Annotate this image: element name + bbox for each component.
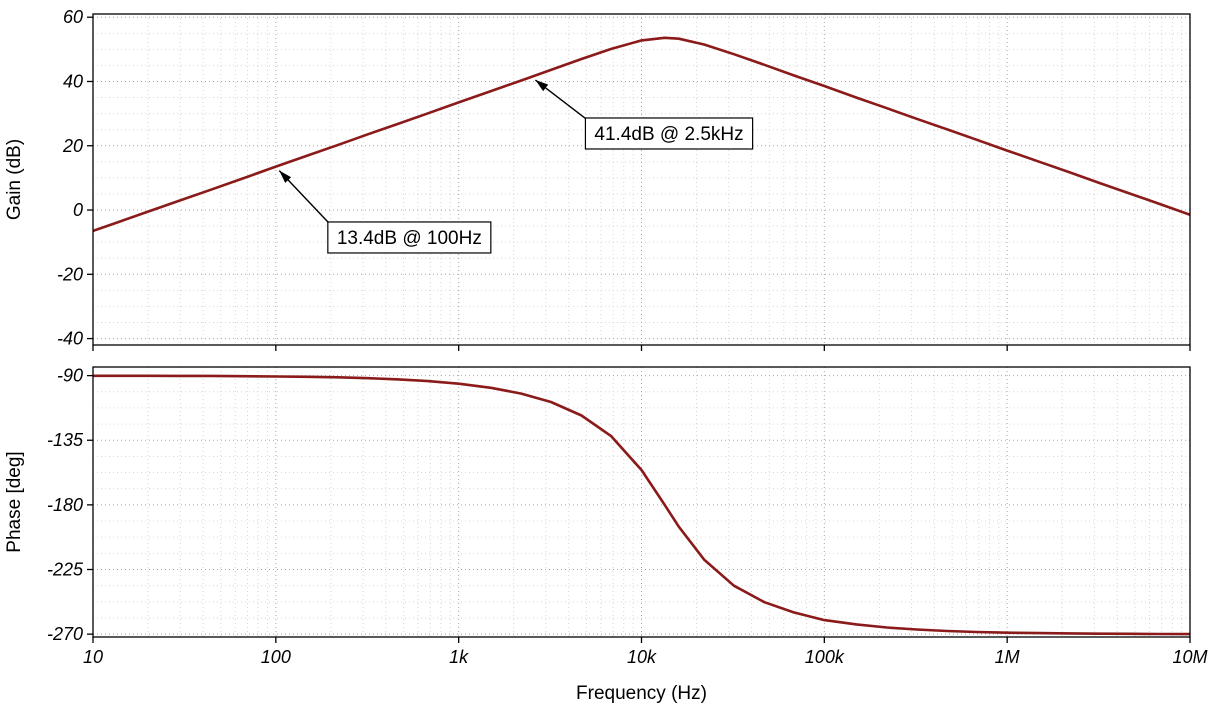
ytick-label: -135 bbox=[47, 430, 84, 450]
annotation-box bbox=[327, 221, 492, 254]
curve-phase bbox=[93, 374, 1190, 636]
xtick-label: 10 bbox=[83, 647, 103, 667]
ytick-label: -40 bbox=[57, 329, 83, 349]
annotation-box bbox=[584, 117, 754, 150]
xtick-label: 100k bbox=[805, 647, 845, 667]
panel-gain: -40 -20 0 20 40 60 Gain (dB) 41.4dB @ 2.5kHz 13.… bbox=[4, 7, 1191, 351]
ytick-label: 0 bbox=[73, 200, 83, 220]
xtick-label: 1M bbox=[995, 647, 1020, 667]
xtick-label: 10M bbox=[1172, 647, 1207, 667]
ytick-label: 20 bbox=[62, 136, 83, 156]
annotation-arrow bbox=[278, 170, 331, 225]
xtick-label: 1k bbox=[449, 647, 469, 667]
annotation: 13.4dB @ 100Hz bbox=[278, 170, 492, 254]
annotation: 41.4dB @ 2.5kHz bbox=[534, 79, 754, 150]
ytick-label: -270 bbox=[47, 624, 83, 644]
y-axis-title-gain: Gain (dB) bbox=[4, 139, 25, 220]
xtick-label: 100 bbox=[261, 647, 291, 667]
ytick-label: -225 bbox=[47, 560, 84, 580]
xtick-label: 10k bbox=[627, 647, 657, 667]
annotation-text: 41.4dB @ 2.5kHz bbox=[594, 124, 743, 145]
annotation-text: 13.4dB @ 100Hz bbox=[337, 228, 482, 249]
ytick-label: -180 bbox=[47, 495, 83, 515]
ytick-label: 60 bbox=[63, 7, 83, 27]
ytick-label: 40 bbox=[63, 71, 83, 91]
y-axis-title-phase: Phase [deg] bbox=[4, 451, 25, 552]
panel-phase: -270 -225 -180 -135 -90 10 100 1k 10k 100k 1M 10M Ph… bbox=[4, 366, 1208, 704]
plot-area-gain bbox=[93, 14, 1190, 345]
x-axis-title: Frequency (Hz) bbox=[576, 683, 707, 704]
curve-gain bbox=[93, 36, 1190, 233]
ytick-label: -20 bbox=[57, 264, 83, 284]
annotation-arrow bbox=[534, 79, 588, 121]
ytick-label: -90 bbox=[57, 366, 83, 386]
